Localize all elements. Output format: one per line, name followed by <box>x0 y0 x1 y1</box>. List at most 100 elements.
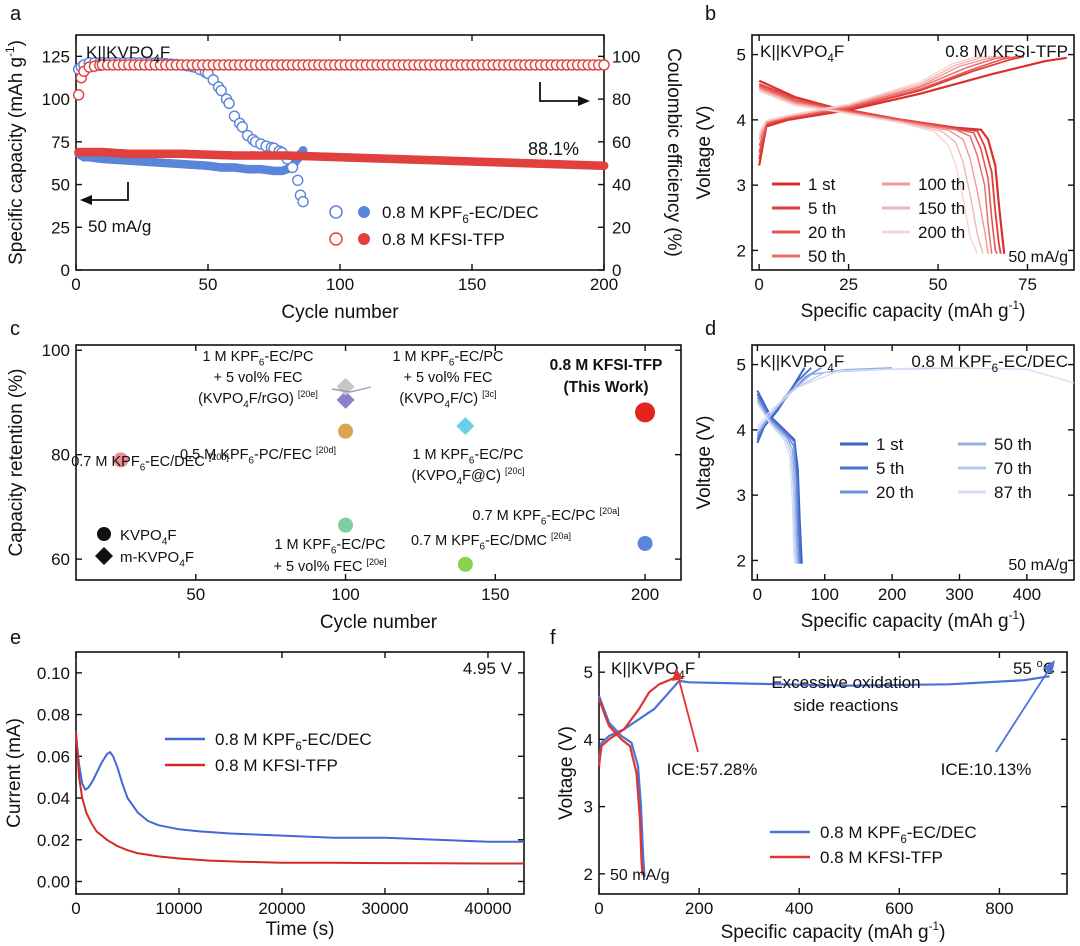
text-part: + 5 vol% FEC <box>273 559 366 575</box>
x-tick-label: 0 <box>753 585 762 604</box>
text-part: -1 <box>4 46 17 56</box>
text-part: -EC/DEC <box>145 454 209 470</box>
voltage-curve <box>597 675 1050 760</box>
side-reaction-label: side reactions <box>794 696 899 715</box>
text-part: -EC/PC <box>454 349 503 365</box>
point-label: (KVPO4F/C) [3c] <box>399 389 496 410</box>
text-part: K||KVPO <box>760 42 827 61</box>
y-tick-label: 25 <box>51 218 70 237</box>
y-tick-label: 4 <box>737 421 746 440</box>
discharge-curve <box>756 396 800 564</box>
x-axis-title: Specific capacity (mAh g-1) <box>721 920 946 943</box>
x-tick-label: 200 <box>878 585 906 604</box>
text-part: ) <box>1019 301 1025 322</box>
text-part: 6 <box>469 455 475 466</box>
legend-label: 20 th <box>876 483 914 502</box>
text-part: ) <box>1019 611 1025 632</box>
y-tick-label: 100 <box>42 90 70 109</box>
voltage-curve <box>597 698 644 876</box>
legend-filled-marker <box>358 233 370 245</box>
point-label: (This Work) <box>564 379 649 396</box>
x-tick-label: 200 <box>631 585 659 604</box>
text-part: 6 <box>479 541 485 552</box>
text-part: (KVPO <box>412 468 457 484</box>
y2-tick-label: 0 <box>612 261 621 280</box>
retention-label: 88.1% <box>528 139 579 159</box>
y2-tick-label: 60 <box>612 133 631 152</box>
panel-title: K||KVPO4F <box>760 352 844 375</box>
charge-curve <box>756 367 893 434</box>
text-part: 4 <box>243 399 249 410</box>
voltage-label: 4.95 V <box>463 659 513 678</box>
y-tick-label: 0 <box>61 261 70 280</box>
text-part: m-KVPO <box>120 549 179 566</box>
data-point <box>637 535 653 551</box>
text-part: 55 <box>1013 659 1037 678</box>
plot-frame <box>75 651 525 895</box>
panel-subtitle: 0.8 M KPF6-EC/DEC <box>911 352 1068 375</box>
legend-filled-marker <box>358 206 370 218</box>
text-part: -EC/PC <box>474 447 523 463</box>
link-arrow <box>331 386 372 393</box>
y2-tick-label: 100 <box>612 47 640 66</box>
text-part: [20a] <box>600 506 620 516</box>
data-point-open <box>223 97 235 110</box>
rate-label: 50 mA/g <box>1008 249 1068 266</box>
data-point-open <box>297 195 309 208</box>
text-part: Specific capacity (mAh g <box>801 301 1009 322</box>
legend-label: 1 st <box>876 435 904 454</box>
x-tick-label: 0 <box>594 899 603 918</box>
text-part: 4 <box>162 537 168 548</box>
text-part: -EC/DEC <box>998 352 1068 371</box>
y2-tick-label: 80 <box>612 90 631 109</box>
data-point-open <box>598 59 610 71</box>
plot-frame <box>598 651 1068 895</box>
legend-label: 0.8 M KFSI-TFP <box>382 230 505 249</box>
legend-marker <box>95 547 113 565</box>
data-point-open <box>72 89 85 101</box>
text-part: (KVPO <box>399 391 444 407</box>
y-tick-label: 4 <box>737 111 746 130</box>
text-part: K||KVPO <box>760 352 827 371</box>
y-tick-label: 2 <box>737 241 746 260</box>
x-tick-label: 600 <box>885 899 913 918</box>
panel-title: K||KVPO4F <box>760 42 844 65</box>
text-part: 0.8 M KFSI-TFP <box>215 756 338 775</box>
x-tick-label: 50 <box>199 275 218 294</box>
text-part: 6 <box>140 462 146 473</box>
text-part: F/rGO) <box>249 391 298 407</box>
x-tick-label: 200 <box>685 899 713 918</box>
text-part: Specific capacity (mAh g <box>6 57 27 265</box>
legend-label: 200 th <box>918 223 965 242</box>
discharge-curve <box>756 393 802 564</box>
x-tick-label: 400 <box>785 899 813 918</box>
legend-label: 50 th <box>808 247 846 266</box>
text-part: F@C) <box>462 468 505 484</box>
y-tick-label: 80 <box>51 446 70 465</box>
text-part: K||KVPO <box>611 659 678 678</box>
charge-curve <box>758 56 1067 166</box>
discharge-curve <box>758 89 984 254</box>
y-tick-label: 60 <box>51 550 70 569</box>
text-part: 0.8 M KPF <box>911 352 991 371</box>
legend-label: 87 th <box>994 483 1032 502</box>
plot-frame <box>751 34 1075 271</box>
plot-frame <box>751 344 1075 581</box>
point-label: + 5 vol% FEC <box>403 370 492 386</box>
text-part: F <box>685 659 695 678</box>
text-part: [20c] <box>505 466 524 476</box>
point-label: 1 M KPF6-EC/PC <box>202 349 313 368</box>
text-part: o <box>1037 658 1043 670</box>
legend-label: 0.8 M KPF6-EC/DEC <box>820 823 977 846</box>
current-curve <box>75 735 524 843</box>
text-part: 0.8 M KFSI-TFP <box>382 230 505 249</box>
text-part: [3c] <box>482 389 496 399</box>
text-part: 0.8 M KPF <box>820 823 900 842</box>
data-point-diamond <box>336 390 355 409</box>
point-label: 0.7 M KPF6-EC/DMC [20a] <box>411 531 571 552</box>
x-tick-label: 10000 <box>155 899 202 918</box>
text-part: 0.5 M KPF <box>180 447 249 463</box>
legend-label: 50 th <box>994 435 1032 454</box>
